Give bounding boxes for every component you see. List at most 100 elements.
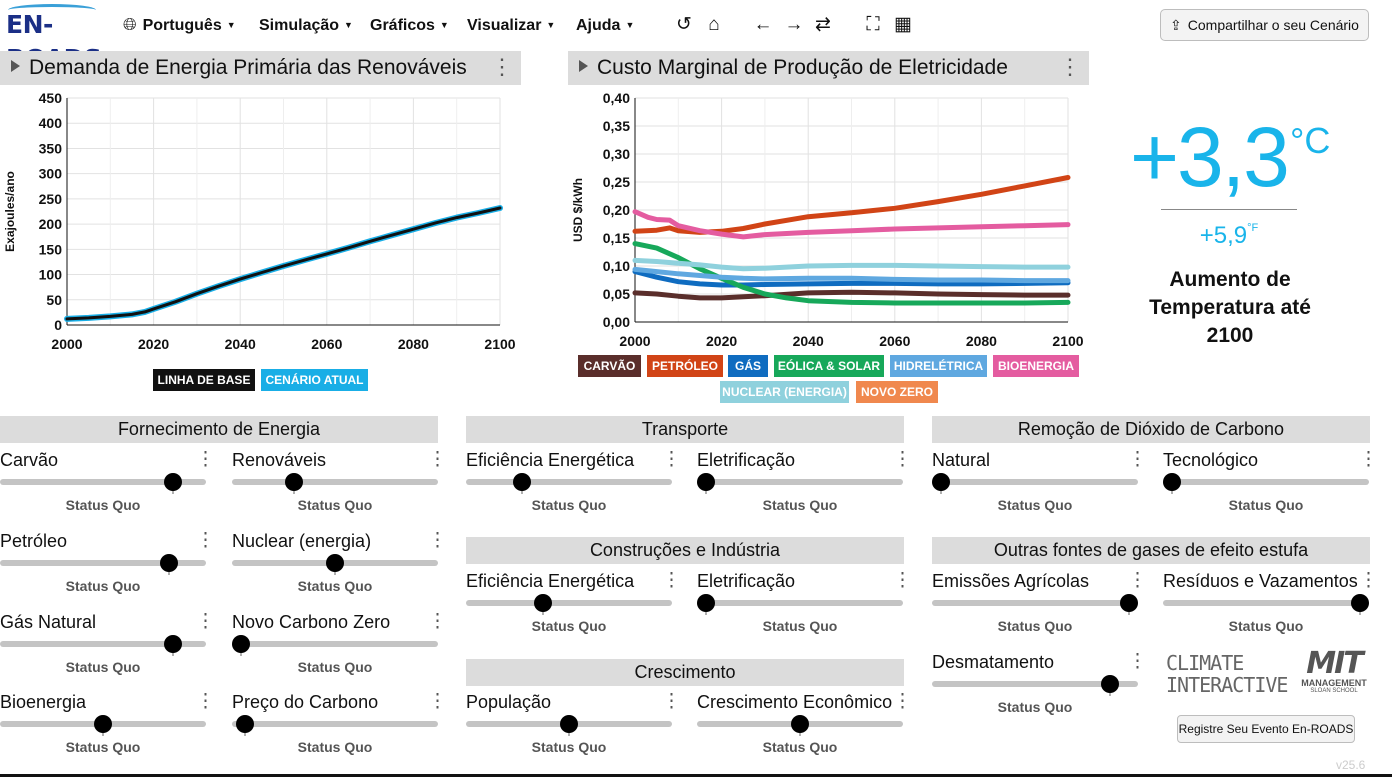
slider-natural-removal[interactable]: Natural ⋮ Status Quo <box>932 449 1147 521</box>
slider-track[interactable] <box>0 479 206 485</box>
kebab-menu-icon[interactable]: ⋮ <box>662 449 681 470</box>
slider-carbon-price[interactable]: Preço do Carbono ⋮ Status Quo <box>232 691 447 763</box>
slider-buildings-efficiency[interactable]: Eficiência Energética ⋮ Status Quo <box>466 570 681 642</box>
arrow-left-icon[interactable]: ← <box>753 14 773 35</box>
kebab-menu-icon[interactable]: ⋮ <box>662 691 681 712</box>
slider-buildings-electrification[interactable]: Eletrificação ⋮ Status Quo <box>697 570 912 642</box>
kebab-menu-icon[interactable]: ⋮ <box>196 449 215 470</box>
slider-track[interactable] <box>932 479 1138 485</box>
slider-handle[interactable] <box>791 715 809 733</box>
legend-item[interactable]: NOVO ZERO <box>856 381 938 403</box>
slider-renewables[interactable]: Renováveis ⋮ Status Quo <box>232 449 447 521</box>
slider-track[interactable] <box>0 641 206 647</box>
kebab-menu-icon[interactable]: ⋮ <box>196 530 215 551</box>
legend-item[interactable]: CENÁRIO ATUAL <box>261 369 368 391</box>
slider-agriculture[interactable]: Emissões Agrícolas ⋮ Status Quo <box>932 570 1147 642</box>
legend-item[interactable]: BIOENERGIA <box>993 355 1079 377</box>
swap-icon[interactable]: ⇄ <box>815 14 831 35</box>
slider-track[interactable] <box>232 721 438 727</box>
slider-handle[interactable] <box>160 554 178 572</box>
slider-handle[interactable] <box>560 715 578 733</box>
slider-coal[interactable]: Carvão ⋮ Status Quo <box>0 449 215 521</box>
slider-handle[interactable] <box>1101 675 1119 693</box>
slider-handle[interactable] <box>513 473 531 491</box>
legend-item[interactable]: GÁS <box>728 355 768 377</box>
slider-track[interactable] <box>232 479 438 485</box>
legend-item[interactable]: HIDRELÉTRICA <box>890 355 987 377</box>
expand-triangle-icon[interactable] <box>579 60 588 72</box>
kebab-menu-icon[interactable]: ⋮ <box>1359 449 1378 470</box>
slider-nuclear[interactable]: Nuclear (energia) ⋮ Status Quo <box>232 530 447 602</box>
slider-handle[interactable] <box>164 635 182 653</box>
en-roads-logo[interactable]: EN-ROADS <box>6 4 102 73</box>
expand-triangle-icon[interactable] <box>11 60 20 72</box>
kebab-menu-icon[interactable]: ⋮ <box>428 691 447 712</box>
kebab-menu-icon[interactable]: ⋮ <box>196 691 215 712</box>
slider-waste-leakage[interactable]: Resíduos e Vazamentos ⋮ Status Quo <box>1163 570 1378 642</box>
slider-handle[interactable] <box>1163 473 1181 491</box>
climate-interactive-logo[interactable]: CLIMATE INTERACTIVE <box>1166 652 1288 697</box>
kebab-menu-icon[interactable]: ⋮ <box>1128 570 1147 591</box>
slider-track[interactable] <box>932 600 1138 606</box>
kebab-menu-icon[interactable]: ⋮ <box>1128 449 1147 470</box>
slider-handle[interactable] <box>164 473 182 491</box>
home-icon[interactable]: ⌂ <box>708 14 720 35</box>
slider-economic-growth[interactable]: Crescimento Econômico ⋮ Status Quo <box>697 691 912 763</box>
slider-transport-electrification[interactable]: Eletrificação ⋮ Status Quo <box>697 449 912 521</box>
slider-track[interactable] <box>697 600 903 606</box>
slider-tech-removal[interactable]: Tecnológico ⋮ Status Quo <box>1163 449 1378 521</box>
menu-help[interactable]: Ajuda ▼ <box>576 14 634 36</box>
menu-graphs[interactable]: Gráficos ▼ <box>370 14 449 36</box>
slider-deforestation[interactable]: Desmatamento ⋮ Status Quo <box>932 651 1147 723</box>
kebab-menu-icon[interactable]: ⋮ <box>893 570 912 591</box>
slider-track[interactable] <box>466 479 672 485</box>
arrow-right-icon[interactable]: → <box>784 14 804 35</box>
menu-simulation[interactable]: Simulação ▼ <box>259 14 353 36</box>
grid-icon[interactable]: ▦ <box>894 14 912 35</box>
undo-icon[interactable]: ↺ <box>676 14 692 35</box>
slider-handle[interactable] <box>326 554 344 572</box>
slider-track[interactable] <box>1163 479 1369 485</box>
kebab-menu-icon[interactable]: ⋮ <box>428 530 447 551</box>
slider-handle[interactable] <box>285 473 303 491</box>
panel-header-renewables[interactable]: Demanda de Energia Primária das Renováve… <box>0 51 521 85</box>
mit-sloan-logo[interactable]: MIT MANAGEMENT SLOAN SCHOOL <box>1294 649 1374 698</box>
slider-track[interactable] <box>466 600 672 606</box>
slider-track[interactable] <box>0 560 206 566</box>
slider-track[interactable] <box>232 641 438 647</box>
slider-handle[interactable] <box>1351 594 1369 612</box>
slider-handle[interactable] <box>697 473 715 491</box>
kebab-menu-icon[interactable]: ⋮ <box>893 449 912 470</box>
slider-handle[interactable] <box>236 715 254 733</box>
share-scenario-button[interactable]: ⇪ Compartilhar o seu Cenário <box>1160 9 1369 41</box>
legend-item[interactable]: LINHA DE BASE <box>153 369 255 391</box>
slider-handle[interactable] <box>94 715 112 733</box>
slider-handle[interactable] <box>232 635 250 653</box>
legend-item[interactable]: PETRÓLEO <box>647 355 723 377</box>
slider-bioenergy[interactable]: Bioenergia ⋮ Status Quo <box>0 691 215 763</box>
kebab-menu-icon[interactable]: ⋮ <box>428 449 447 470</box>
legend-item[interactable]: EÓLICA & SOLAR <box>774 355 884 377</box>
menu-language[interactable]: 🌐︎ Português ▼ <box>123 14 236 36</box>
slider-oil[interactable]: Petróleo ⋮ Status Quo <box>0 530 215 602</box>
kebab-menu-icon[interactable]: ⋮ <box>491 54 513 79</box>
legend-item[interactable]: CARVÃO <box>578 355 641 377</box>
slider-handle[interactable] <box>697 594 715 612</box>
kebab-menu-icon[interactable]: ⋮ <box>1059 54 1081 79</box>
slider-track[interactable] <box>932 681 1138 687</box>
slider-new-zero-carbon[interactable]: Novo Carbono Zero ⋮ Status Quo <box>232 611 447 683</box>
slider-track[interactable] <box>697 479 903 485</box>
kebab-menu-icon[interactable]: ⋮ <box>1359 570 1378 591</box>
legend-item[interactable]: NUCLEAR (ENERGIA) <box>720 381 849 403</box>
slider-track[interactable] <box>1163 600 1369 606</box>
slider-handle[interactable] <box>1120 594 1138 612</box>
slider-handle[interactable] <box>932 473 950 491</box>
slider-handle[interactable] <box>534 594 552 612</box>
kebab-menu-icon[interactable]: ⋮ <box>428 611 447 632</box>
kebab-menu-icon[interactable]: ⋮ <box>1128 651 1147 672</box>
fullscreen-icon[interactable]: ⛶ <box>866 14 880 35</box>
kebab-menu-icon[interactable]: ⋮ <box>662 570 681 591</box>
panel-header-electricity-cost[interactable]: Custo Marginal de Produção de Eletricida… <box>568 51 1089 85</box>
kebab-menu-icon[interactable]: ⋮ <box>196 611 215 632</box>
slider-population[interactable]: População ⋮ Status Quo <box>466 691 681 763</box>
